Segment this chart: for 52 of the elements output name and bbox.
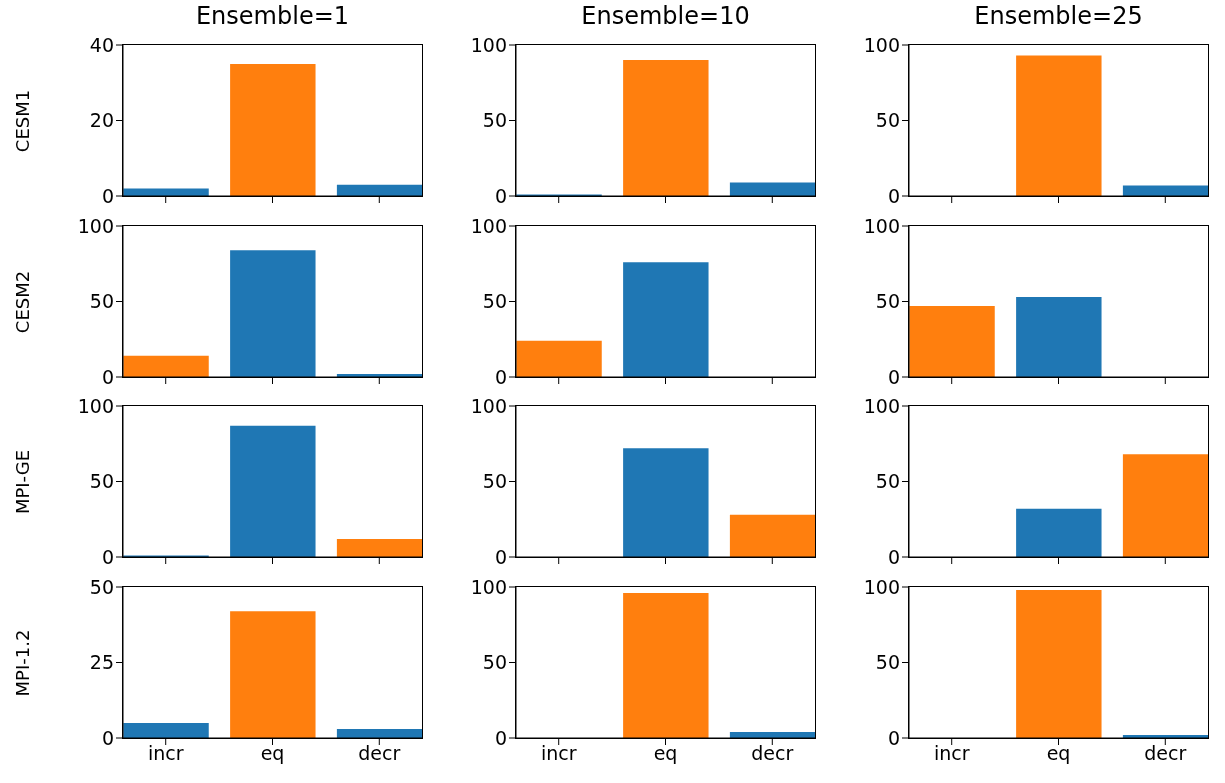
x-tick-label: eq: [260, 742, 285, 765]
y-tick-label: 100: [863, 33, 900, 56]
y-tick-label: 50: [482, 290, 507, 313]
y-tick-label: 100: [470, 394, 507, 417]
y-tick-label: 0: [887, 365, 900, 388]
y-tick-label: 40: [89, 33, 114, 56]
y-axis-title: MPI-1.2: [11, 628, 34, 698]
y-tick-label: 0: [494, 726, 507, 749]
y-tick-label: 25: [89, 651, 114, 674]
chart-title: Ensemble=10: [580, 2, 751, 30]
x-tick-label: incr: [147, 742, 184, 765]
y-axis-title: MPI-GE: [11, 448, 34, 516]
y-tick-label: 0: [494, 545, 507, 568]
y-tick-label: 0: [101, 184, 114, 207]
y-tick-label: 50: [89, 575, 114, 598]
y-tick-label: 0: [494, 184, 507, 207]
y-tick-label: 50: [482, 651, 507, 674]
y-tick-label: 20: [89, 109, 114, 132]
y-tick-label: 50: [875, 470, 900, 493]
y-axis-title: CESM2: [11, 269, 34, 335]
x-tick-label: decr: [358, 742, 401, 765]
y-tick-label: 0: [101, 365, 114, 388]
y-tick-label: 0: [101, 726, 114, 749]
chart-title: Ensemble=25: [973, 2, 1144, 30]
y-tick-label: 50: [875, 651, 900, 674]
y-tick-label: 0: [494, 365, 507, 388]
y-tick-label: 50: [875, 290, 900, 313]
y-tick-label: 100: [863, 394, 900, 417]
y-tick-label: 100: [470, 33, 507, 56]
x-tick-label: decr: [751, 742, 794, 765]
y-tick-label: 0: [887, 184, 900, 207]
x-tick-label: eq: [1046, 742, 1071, 765]
y-tick-label: 50: [89, 470, 114, 493]
x-tick-label: eq: [653, 742, 678, 765]
y-tick-label: 100: [863, 575, 900, 598]
y-tick-label: 0: [101, 545, 114, 568]
chart-title: Ensemble=1: [194, 2, 351, 30]
y-tick-label: 100: [77, 394, 114, 417]
x-tick-label: decr: [1144, 742, 1187, 765]
y-tick-label: 50: [482, 470, 507, 493]
y-tick-label: 0: [887, 545, 900, 568]
x-tick-label: incr: [540, 742, 577, 765]
y-tick-label: 50: [482, 109, 507, 132]
x-tick-label: incr: [933, 742, 970, 765]
y-tick-label: 100: [470, 214, 507, 237]
y-tick-label: 50: [89, 290, 114, 313]
y-tick-label: 100: [77, 214, 114, 237]
y-tick-label: 0: [887, 726, 900, 749]
y-axis-title: CESM1: [11, 88, 34, 154]
y-tick-label: 100: [863, 214, 900, 237]
y-tick-label: 50: [875, 109, 900, 132]
y-tick-label: 100: [470, 575, 507, 598]
